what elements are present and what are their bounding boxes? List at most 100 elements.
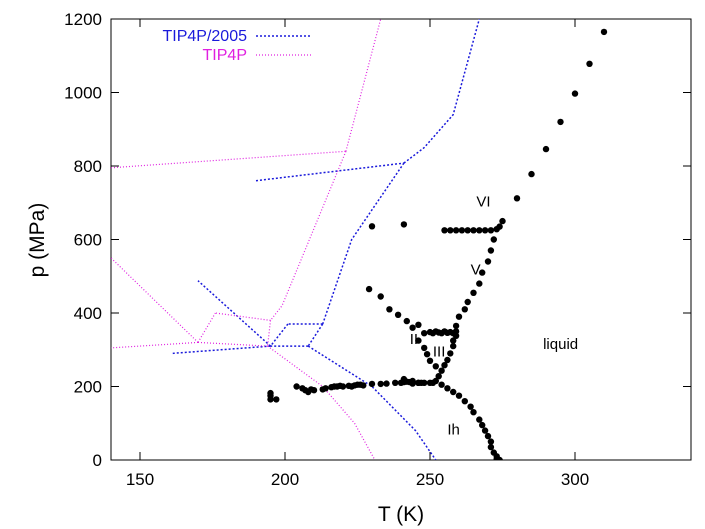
data-point <box>432 377 439 385</box>
legend-label-tip4p: TIP4P <box>203 47 247 64</box>
data-point <box>377 380 384 388</box>
phase-boundary-tip4p <box>111 341 199 349</box>
data-point <box>421 330 428 337</box>
data-point <box>444 356 451 364</box>
data-point <box>421 344 428 352</box>
data-point <box>452 328 460 335</box>
data-point <box>409 377 416 385</box>
data-point <box>479 269 486 276</box>
data-point <box>450 342 457 350</box>
phase-boundary-tip4p <box>267 345 376 460</box>
phase-boundary-tip4p-2005 <box>197 280 272 347</box>
phase-boundary-tip4p <box>111 150 346 169</box>
phase-boundary-tip4p-2005 <box>269 323 289 347</box>
data-point <box>267 396 274 403</box>
x-tick-label: 150 <box>126 470 154 489</box>
phase-boundary-tip4p <box>111 257 199 343</box>
data-point <box>415 379 422 386</box>
data-point <box>461 398 468 405</box>
data-point <box>496 456 503 460</box>
data-point <box>438 381 445 388</box>
y-tick-label: 600 <box>74 231 102 250</box>
data-point <box>487 438 495 445</box>
phase-boundary-tip4p <box>197 341 268 347</box>
phase-boundary-tip4p-2005 <box>171 345 271 355</box>
plot-area <box>110 18 692 461</box>
phase-label: V <box>471 261 481 278</box>
data-point <box>415 321 422 328</box>
y-tick-label: 200 <box>74 378 102 397</box>
phase-boundary-tip4p <box>345 19 382 152</box>
data-point <box>487 247 495 254</box>
data-point <box>273 396 280 403</box>
data-point <box>461 306 468 313</box>
phase-label: II <box>410 331 418 348</box>
data-point <box>447 350 454 357</box>
data-point <box>403 317 410 325</box>
phase-label: III <box>433 343 446 360</box>
data-point <box>444 385 451 392</box>
y-tick-label: 400 <box>74 304 102 323</box>
phase-boundary-tip4p <box>267 320 272 347</box>
data-point <box>432 363 439 370</box>
axis-ticks: 150 200 250 300 0 200 400 600 800 1000 1200 <box>64 10 691 489</box>
data-point <box>464 227 471 234</box>
data-point <box>415 337 422 344</box>
plot-frame <box>110 18 692 461</box>
data-point <box>310 387 318 394</box>
data-point <box>476 280 483 287</box>
x-axis-label: T (K) <box>378 503 424 526</box>
data-point <box>458 227 466 234</box>
data-point <box>470 227 477 234</box>
legend-label-tip4p2005: TIP4P/2005 <box>163 28 248 45</box>
y-tick-label: 1000 <box>64 84 102 103</box>
series-tip4p-2005 <box>171 19 481 460</box>
phase-boundary-tip4p-2005 <box>307 345 437 460</box>
series-experiment <box>267 28 608 460</box>
data-point <box>383 380 390 387</box>
data-point <box>450 337 457 344</box>
phase-label: VI <box>476 193 490 210</box>
y-tick-label: 800 <box>74 157 102 176</box>
data-point <box>368 223 376 230</box>
x-tick-label: 300 <box>561 470 589 489</box>
data-point <box>479 421 486 429</box>
y-axis-label: p (MPa) <box>26 203 49 278</box>
data-point <box>476 416 483 423</box>
data-point <box>441 362 448 369</box>
data-point <box>467 403 474 410</box>
data-point <box>435 373 442 380</box>
data-point <box>400 221 408 228</box>
phase-boundary-tip4p-2005 <box>255 162 404 182</box>
data-point <box>487 227 495 234</box>
data-point <box>447 227 454 234</box>
data-point <box>481 427 489 434</box>
data-point <box>365 285 373 293</box>
data-point <box>481 227 489 234</box>
data-point <box>386 306 393 313</box>
data-point <box>360 382 367 389</box>
data-point <box>513 195 521 202</box>
data-point <box>490 236 497 243</box>
x-tick-label: 250 <box>416 470 444 489</box>
phase-label: Ih <box>447 421 460 438</box>
data-point <box>499 217 506 225</box>
series-tip4p <box>111 19 382 460</box>
data-point <box>293 383 300 390</box>
data-point <box>484 432 492 440</box>
data-point <box>322 385 329 392</box>
data-point <box>484 258 492 265</box>
data-point <box>368 380 376 388</box>
data-point <box>377 293 384 300</box>
data-point <box>464 298 471 306</box>
data-point <box>455 392 463 399</box>
y-tick-label: 0 <box>93 451 102 470</box>
data-point <box>409 324 416 331</box>
data-point <box>487 443 495 451</box>
data-point <box>496 223 503 230</box>
data-point <box>600 28 608 36</box>
data-point <box>542 145 550 153</box>
data-point <box>476 227 483 234</box>
